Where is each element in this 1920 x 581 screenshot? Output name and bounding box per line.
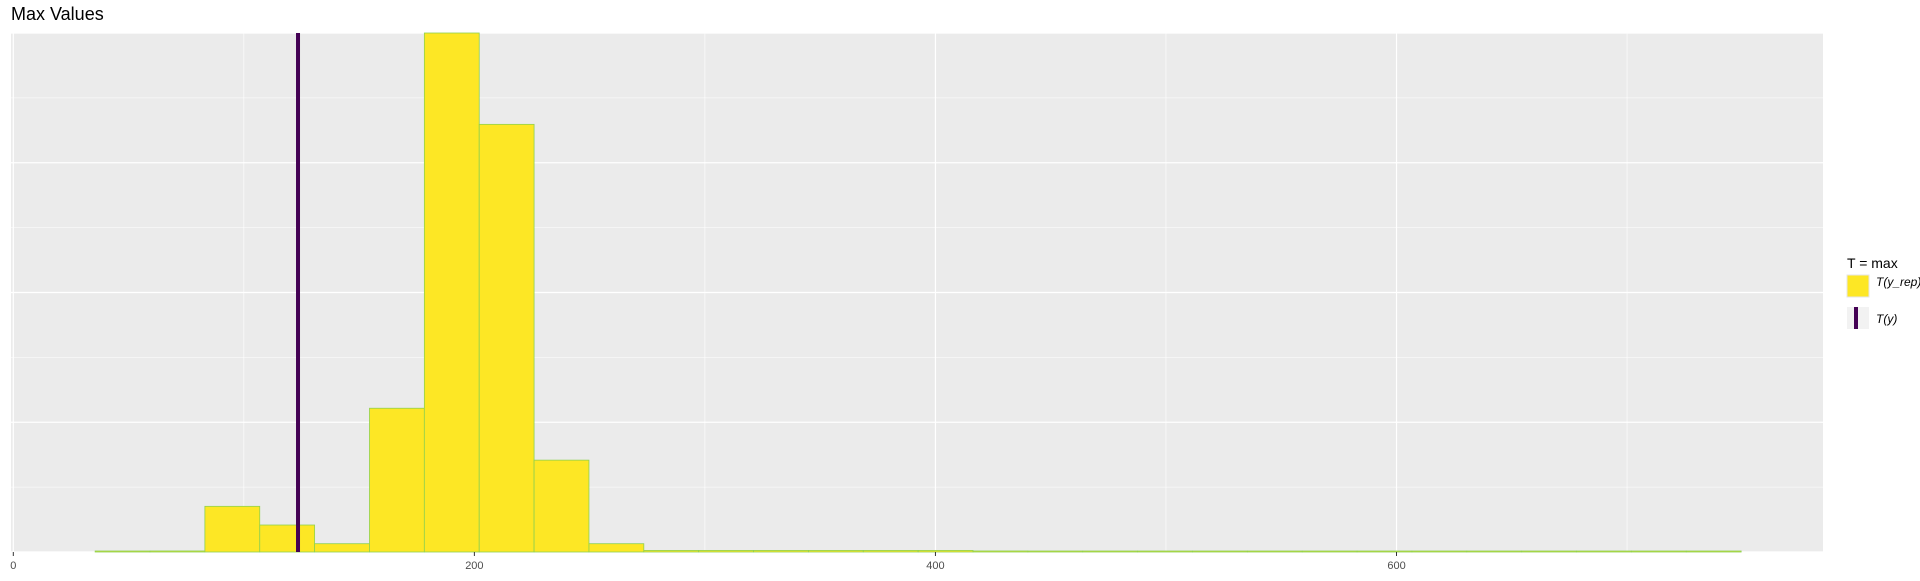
- histogram-bar: [753, 550, 809, 553]
- histogram-bar: [533, 459, 590, 553]
- histogram-bar: [588, 543, 645, 553]
- histogram-bar: [149, 550, 206, 553]
- histogram-bar: [917, 550, 974, 553]
- x-axis: 0 200 400 600: [10, 552, 1406, 572]
- histogram-bar: [1027, 550, 1084, 553]
- histogram-bar: [1192, 550, 1248, 553]
- histogram-bar: [1685, 550, 1742, 553]
- histogram-bar: [1521, 550, 1577, 553]
- histogram-bar: [862, 550, 919, 553]
- histogram-bar: [1411, 550, 1468, 553]
- histogram-bar: [1137, 550, 1193, 553]
- histogram-bar: [1246, 550, 1303, 553]
- histogram-bar: [259, 524, 316, 553]
- histogram-bar: [1466, 550, 1523, 553]
- histogram-bar: [1576, 550, 1632, 553]
- histogram-bar: [1301, 550, 1358, 553]
- histogram-bar: [1631, 550, 1687, 553]
- histogram-bar: [478, 123, 535, 553]
- histogram-bar: [423, 32, 480, 553]
- histogram-bar: [369, 407, 425, 553]
- histogram-bars: [94, 32, 1742, 553]
- x-tick-label: 400: [926, 560, 944, 572]
- histogram-bar: [204, 505, 261, 553]
- x-tick-label: 600: [1387, 560, 1405, 572]
- legend-label-yrep: T(y_rep): [1876, 275, 1920, 289]
- histogram-bar: [643, 550, 700, 553]
- x-tick-label: 0: [10, 560, 16, 572]
- chart-title: Max Values: [11, 4, 104, 24]
- x-tick-label: 200: [465, 560, 483, 572]
- histogram-bar: [698, 550, 754, 553]
- histogram-bar: [808, 550, 864, 553]
- legend-key-yrep: [1846, 274, 1870, 298]
- histogram-bar: [1356, 550, 1413, 553]
- histogram-bar: [314, 543, 370, 553]
- legend-title: T = max: [1847, 255, 1898, 271]
- histogram-bar: [1082, 550, 1139, 553]
- legend-label-y: T(y): [1876, 312, 1897, 326]
- legend: T = max T(y_rep) T(y): [1846, 255, 1920, 329]
- histogram-bar: [972, 550, 1029, 553]
- histogram-bar: [94, 550, 151, 553]
